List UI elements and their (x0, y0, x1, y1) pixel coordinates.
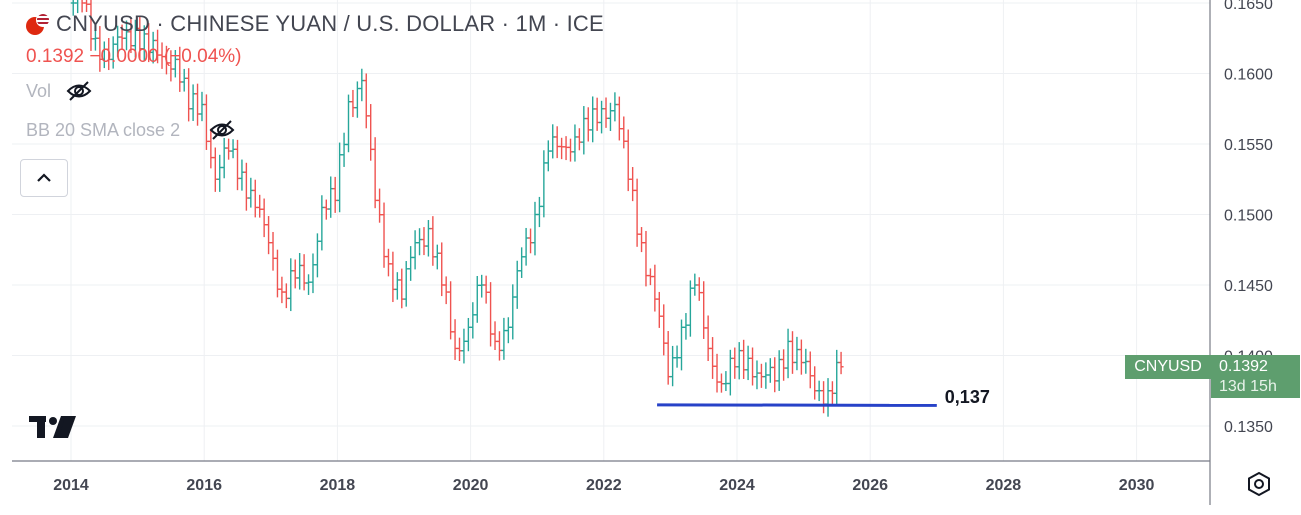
trendline-label: 0,137 (945, 387, 990, 407)
time-axis: 2014 2016 2018 2020 2022 2024 2026 2028 2030 (53, 477, 1154, 494)
cn-us-flag-icon (26, 13, 50, 35)
time-tick-label: 2024 (719, 477, 755, 494)
chart-grid (12, 0, 1210, 461)
eye-off-icon[interactable] (65, 80, 93, 102)
eye-off-icon[interactable] (208, 119, 236, 141)
indicator-label: BB 20 SMA close 2 (26, 119, 181, 140)
settings-icon[interactable] (1245, 470, 1273, 498)
indicator-vol[interactable]: Vol (26, 80, 604, 102)
indicator-bb[interactable]: BB 20 SMA close 2 (26, 119, 604, 141)
price-tick-label: 0.1550 (1224, 137, 1273, 154)
symbol-title[interactable]: CNYUSD · CHINESE YUAN / U.S. DOLLAR · 1M… (56, 11, 604, 36)
price-tick-label: 0.1350 (1224, 419, 1273, 436)
time-tick-label: 2016 (186, 477, 222, 494)
support-trendline[interactable] (657, 403, 937, 407)
chart-legend: CNYUSD · CHINESE YUAN / U.S. DOLLAR · 1M… (26, 10, 604, 141)
price-tick-label: 0.1650 (1224, 0, 1273, 13)
chevron-up-icon (37, 173, 51, 182)
collapse-legend-button[interactable] (20, 159, 68, 197)
price-change: 0.1392 −0.0000 (−0.04%) (26, 46, 242, 67)
symbol-price-tag: CNYUSD (1125, 355, 1211, 379)
time-tick-label: 2020 (453, 477, 489, 494)
bar-countdown: 13d 15h (1219, 378, 1277, 395)
time-tick-label: 2030 (1119, 477, 1155, 494)
tradingview-logo (29, 416, 76, 438)
time-tick-label: 2026 (852, 477, 888, 494)
last-price-label: 0.1392 13d 15h (1211, 355, 1300, 398)
price-tick-label: 0.1450 (1224, 278, 1273, 295)
indicator-label: Vol (26, 80, 52, 101)
price-tick-label: 0.1600 (1224, 67, 1273, 84)
ohlc-bars (70, 0, 844, 417)
time-tick-label: 2018 (320, 477, 356, 494)
time-tick-label: 2028 (986, 477, 1022, 494)
last-price: 0.1392 (1219, 358, 1268, 375)
time-tick-label: 2022 (586, 477, 622, 494)
price-tick-label: 0.1500 (1224, 208, 1273, 225)
time-tick-label: 2014 (53, 477, 89, 494)
